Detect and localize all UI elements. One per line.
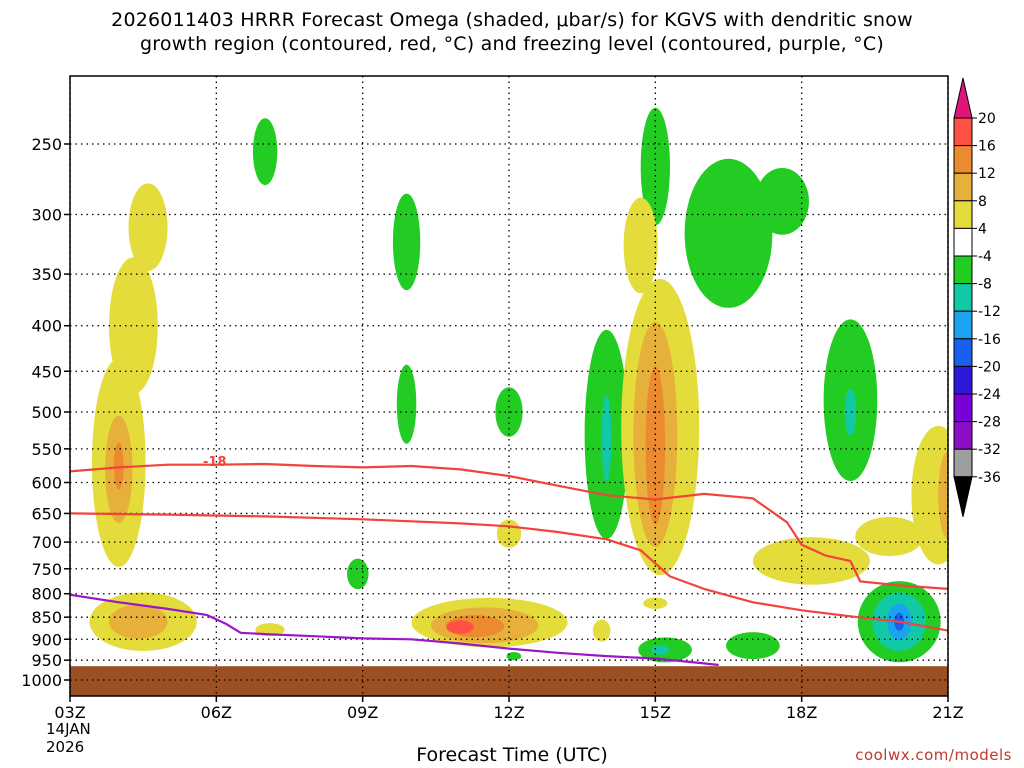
omega-cell-11 — [347, 558, 369, 590]
omega-cell-23 — [623, 197, 658, 294]
omega-cell-2 — [113, 442, 124, 490]
contour-lines — [70, 462, 948, 667]
colorbar-segment-8 — [953, 227, 973, 257]
colorbar-label-7: -8 — [978, 277, 992, 293]
x-tick-label-3: 12Z — [493, 703, 524, 722]
omega-cell-35 — [752, 537, 870, 585]
colorbar-label-9: 4 — [978, 221, 987, 237]
y-tick-label-8: 650 — [31, 504, 62, 523]
contour-freezing_level — [70, 593, 719, 667]
colorbar-segment-12 — [953, 117, 973, 147]
x-tick-label-4: 15Z — [640, 703, 671, 722]
colorbar-segment-4 — [953, 338, 973, 367]
colorbar-label-6: -12 — [978, 304, 1001, 320]
omega-cell-36 — [855, 516, 924, 557]
colorbar-segment-6 — [953, 283, 973, 312]
x-axis-ticks: 03Z 06Z 09Z 12Z 15Z 18Z 21Z — [54, 696, 964, 722]
colorbar-label-3: -24 — [978, 387, 1001, 403]
colorbar-label-13: 20 — [978, 111, 996, 127]
x-date-label-day: 14JAN — [46, 720, 91, 738]
colorbar-label-0: -36 — [978, 470, 1001, 486]
colorbar-segment-9 — [953, 200, 973, 229]
omega-cell-29 — [651, 644, 669, 655]
omega-cell-8 — [252, 118, 278, 186]
y-tick-label-13: 900 — [31, 630, 62, 649]
y-tick-label-1: 300 — [31, 205, 62, 224]
omega-cell-18 — [446, 620, 474, 634]
y-tick-label-7: 600 — [31, 473, 62, 492]
x-tick-label-1: 06Z — [201, 703, 232, 722]
colorbar: 20 16 12 8 4 -4 -8 -12 -16 -20 -24 -28 -32 -36 — [953, 77, 1001, 517]
omega-cell-14 — [506, 651, 522, 661]
y-tick-label-12: 850 — [31, 608, 62, 627]
x-axis-label: Forecast Time (UTC) — [416, 744, 608, 766]
y-tick-label-11: 800 — [31, 585, 62, 604]
chart-title: 2026011403 HRRR Forecast Omega (shaded, … — [111, 9, 913, 55]
x-date-label-year: 2026 — [46, 738, 85, 756]
omega-cell-9 — [392, 193, 421, 291]
y-tick-label-0: 250 — [31, 135, 62, 154]
colorbar-label-1: -32 — [978, 442, 1001, 458]
colorbar-segment-11 — [953, 145, 973, 174]
grid-lines — [69, 76, 949, 696]
omega-cell-38 — [938, 451, 948, 539]
y-tick-label-9: 700 — [31, 533, 62, 552]
contour-dgz_top — [70, 462, 948, 590]
omega-cell-27 — [643, 597, 668, 609]
colorbar-segment-1 — [953, 421, 973, 450]
colorbar-label-11: 12 — [978, 166, 996, 182]
omega-cell-10 — [396, 364, 417, 444]
omega-cell-31 — [755, 167, 809, 235]
y-tick-label-2: 350 — [31, 265, 62, 284]
omega-cell-34 — [844, 388, 857, 436]
omega-cell-32 — [726, 632, 780, 660]
omega-cell-4 — [128, 183, 168, 272]
colorbar-label-10: 8 — [978, 194, 987, 210]
omega-cell-30 — [684, 158, 773, 308]
credit-link[interactable]: coolwx.com/models — [855, 746, 1012, 764]
x-tick-label-2: 09Z — [347, 703, 378, 722]
y-tick-label-6: 550 — [31, 440, 62, 459]
x-tick-label-5: 18Z — [786, 703, 817, 722]
colorbar-label-5: -16 — [978, 332, 1001, 348]
y-tick-label-14: 950 — [31, 651, 62, 670]
colorbar-segment-10 — [953, 172, 973, 202]
colorbar-above-arrow — [953, 77, 973, 119]
y-tick-label-15: 1000 — [21, 671, 62, 690]
y-tick-label-10: 750 — [31, 560, 62, 579]
colorbar-segment-2 — [953, 393, 973, 423]
colorbar-segment-3 — [953, 365, 973, 395]
colorbar-label-2: -28 — [978, 415, 1001, 431]
omega-cell-19 — [592, 619, 611, 642]
colorbar-segment-0 — [953, 448, 973, 478]
omega-cell-6 — [109, 604, 168, 639]
colorbar-label-4: -20 — [978, 359, 1001, 375]
colorbar-label-8: -4 — [978, 249, 992, 265]
y-axis-ticks: 250 300 350 400 450 500 550 600 650 700 750 800 850 9… — [21, 135, 70, 690]
y-tick-label-3: 400 — [31, 317, 62, 336]
omega-cell-22 — [640, 107, 670, 226]
contour-dgz_bottom — [70, 512, 948, 632]
colorbar-segment-5 — [953, 310, 973, 340]
omega-cell-21 — [601, 394, 612, 482]
omega-cell-3 — [109, 257, 158, 395]
omega-shading — [89, 107, 948, 663]
x-tick-label-0: 03Z — [54, 703, 85, 722]
colorbar-label-12: 16 — [978, 139, 996, 155]
colorbar-segment-7 — [953, 255, 973, 285]
x-tick-label-6: 21Z — [932, 703, 963, 722]
colorbar-below-arrow — [953, 476, 973, 517]
omega-cell-37 — [911, 425, 948, 565]
y-tick-label-4: 450 — [31, 362, 62, 381]
y-tick-label-5: 500 — [31, 403, 62, 422]
dgz-contour-label: -18 — [203, 455, 227, 470]
